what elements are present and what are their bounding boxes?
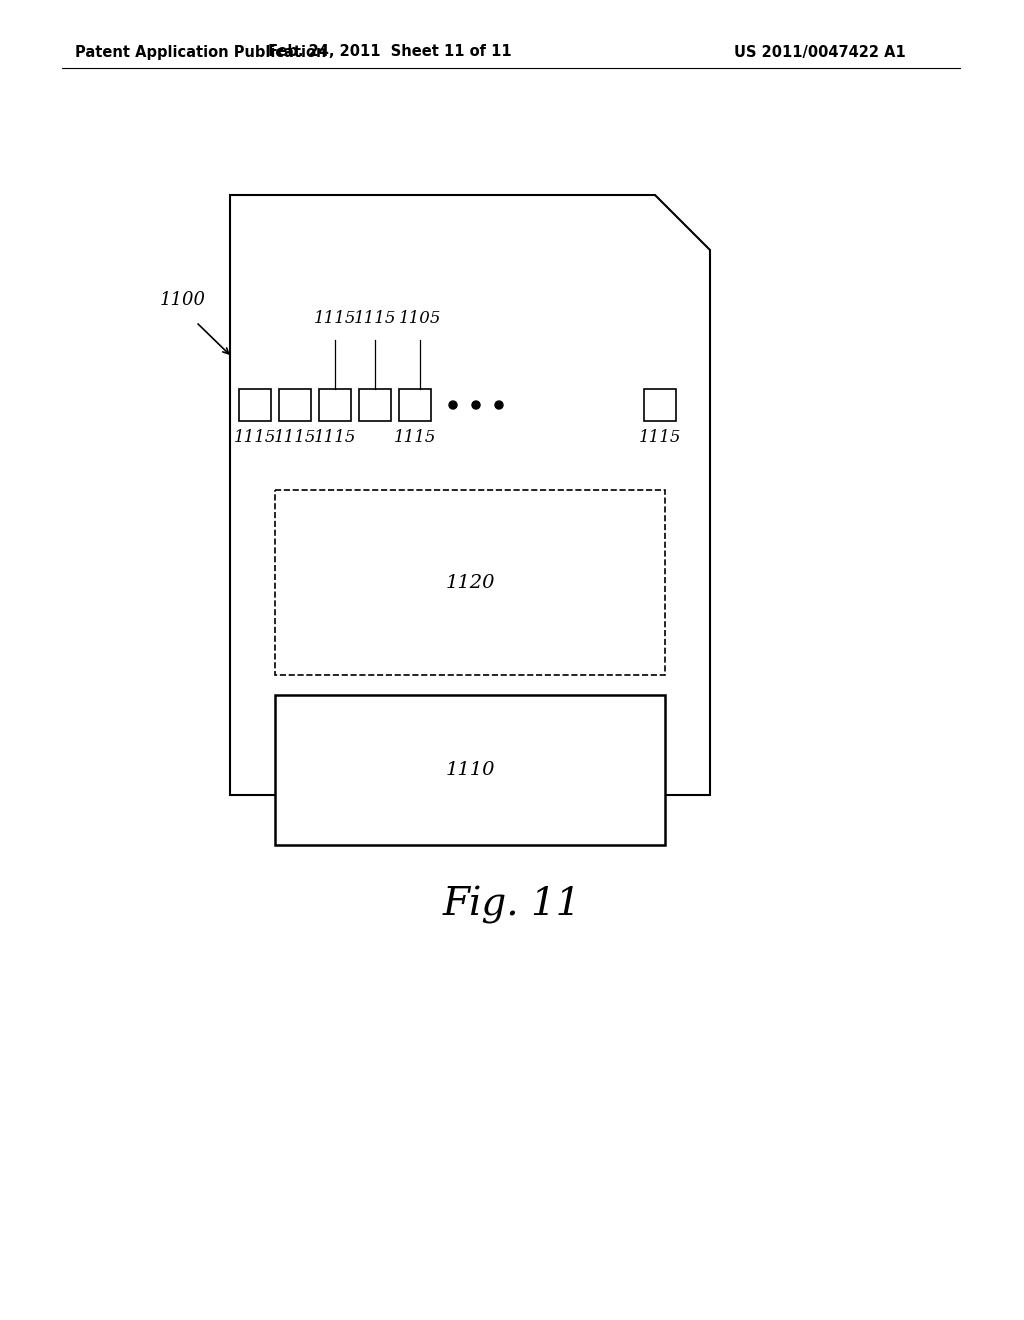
Text: Patent Application Publication: Patent Application Publication [75, 45, 327, 59]
Bar [319, 389, 351, 421]
Bar [275, 696, 665, 845]
Text: 1115: 1115 [313, 310, 356, 327]
Text: 1100: 1100 [160, 290, 206, 309]
Bar [279, 389, 311, 421]
Circle shape [449, 401, 457, 409]
Text: 1115: 1115 [639, 429, 681, 446]
Text: 1115: 1115 [273, 429, 316, 446]
Circle shape [495, 401, 503, 409]
Text: 1105: 1105 [398, 310, 441, 327]
Text: US 2011/0047422 A1: US 2011/0047422 A1 [734, 45, 906, 59]
Text: 1120: 1120 [445, 573, 495, 591]
Text: 1110: 1110 [445, 762, 495, 779]
Bar [359, 389, 391, 421]
Text: 1115: 1115 [313, 429, 356, 446]
Bar [239, 389, 271, 421]
Bar [644, 389, 676, 421]
Text: Fig. 11: Fig. 11 [442, 886, 582, 924]
Circle shape [472, 401, 480, 409]
Bar [275, 490, 665, 675]
Text: Feb. 24, 2011  Sheet 11 of 11: Feb. 24, 2011 Sheet 11 of 11 [268, 45, 512, 59]
Text: 1115: 1115 [394, 429, 436, 446]
Bar [399, 389, 431, 421]
Text: 1115: 1115 [353, 310, 396, 327]
Text: 1115: 1115 [233, 429, 276, 446]
Polygon shape [230, 195, 710, 795]
